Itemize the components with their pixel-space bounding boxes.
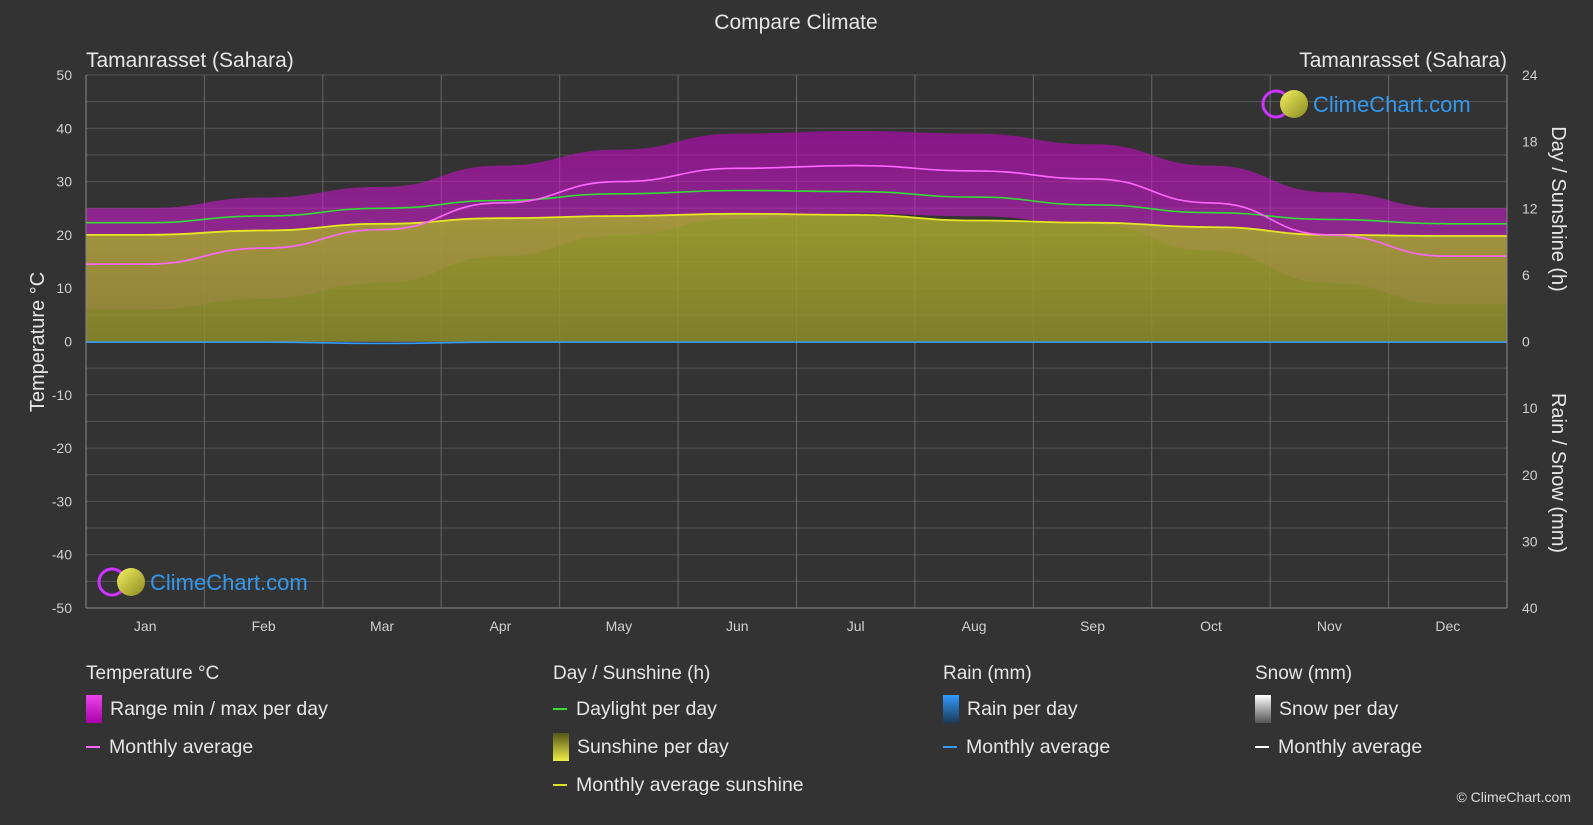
y-tick-label-right: 12 [1522, 200, 1538, 216]
legend-rain-title: Rain (mm) [943, 663, 1032, 684]
y-tick-label-left: 20 [56, 227, 72, 243]
x-tick-label: Sep [1080, 618, 1105, 634]
watermark-text: ClimeChart.com [150, 570, 308, 595]
y-tick-label-right: 0 [1522, 334, 1530, 350]
sunshine-swatch-icon [553, 733, 569, 761]
legend-label: Monthly average [109, 735, 254, 758]
legend-item: Monthly average sunshine [553, 766, 804, 804]
axes: 50 40 30 20 10 0 -10 -20 -30 -40 -50 24 18 12 6 0 10 20 30… [52, 67, 1538, 634]
legend-item: Monthly average [943, 728, 1110, 766]
line-swatch-icon [553, 708, 567, 710]
x-tick-label: Jun [726, 618, 749, 634]
x-tick-label: Dec [1435, 618, 1460, 634]
y-tick-label-right: 24 [1522, 67, 1538, 83]
legend-snow-title: Snow (mm) [1255, 663, 1353, 684]
x-tick-label: Feb [252, 618, 276, 634]
y-tick-label-left: 50 [56, 67, 72, 83]
legend-label: Monthly average sunshine [576, 773, 804, 796]
sunshine-area [86, 213, 1507, 342]
x-tick-label: Jan [134, 618, 157, 634]
x-tick-label: Jul [847, 618, 865, 634]
line-swatch-icon [86, 746, 100, 748]
y-tick-label-left: 40 [56, 120, 72, 136]
chart-title: Compare Climate [714, 11, 877, 34]
y-tick-label-left: 30 [56, 174, 72, 190]
y-tick-label-right: 10 [1522, 400, 1538, 416]
climate-chart: Compare Climate Tamanrasset (Sahara) Tam… [27, 11, 1569, 634]
legend-item: Daylight per day [553, 690, 804, 728]
x-tick-label: Aug [962, 618, 987, 634]
legend-temperature: Temperature °C Range min / max per day M… [86, 663, 328, 766]
range-swatch-icon [86, 695, 102, 723]
location-right: Tamanrasset (Sahara) [1299, 49, 1507, 72]
legend-sunshine-title: Day / Sunshine (h) [553, 663, 711, 684]
x-tick-label: May [606, 618, 632, 634]
legend-label: Snow per day [1279, 697, 1399, 720]
rain-average-line [86, 341, 1507, 345]
sunshine-layer [86, 213, 1507, 342]
y-tick-label-left: -50 [52, 600, 72, 616]
y-tick-label-left: -10 [52, 387, 72, 403]
legend-label: Monthly average [966, 735, 1111, 758]
line-swatch-icon [1255, 746, 1269, 748]
legend-temperature-title: Temperature °C [86, 663, 220, 684]
legend-label: Range min / max per day [110, 697, 328, 720]
line-swatch-icon [943, 746, 957, 748]
line-swatch-icon [553, 784, 567, 786]
y-tick-label-left: -30 [52, 493, 72, 509]
x-tick-label: Oct [1200, 618, 1222, 634]
legend-label: Monthly average [1278, 735, 1423, 758]
legend-rain: Rain (mm) Rain per day Monthly average [943, 663, 1110, 766]
y-axis-left-label: Temperature °C [27, 272, 49, 412]
y-tick-label-right: 18 [1522, 134, 1538, 150]
legend-item: Snow per day [1255, 690, 1422, 728]
legend-item: Monthly average [86, 728, 328, 766]
legend-snow: Snow (mm) Snow per day Monthly average [1255, 663, 1422, 766]
temperature-average-line [86, 164, 1507, 266]
y-tick-label-right: 30 [1522, 533, 1538, 549]
rain-swatch-icon [943, 695, 959, 723]
y-tick-label-left: -40 [52, 547, 72, 563]
y-axis-right-bottom-label: Rain / Snow (mm) [1547, 393, 1569, 553]
y-tick-label-right: 40 [1522, 600, 1538, 616]
y-axis-right-top-label: Day / Sunshine (h) [1547, 126, 1569, 292]
x-tick-label: Mar [370, 618, 394, 634]
legend-item: Rain per day [943, 690, 1110, 728]
y-tick-label-right: 20 [1522, 467, 1538, 483]
series-lines-layer [85, 164, 1507, 345]
y-tick-label-left: -20 [52, 440, 72, 456]
watermark-bottom: ClimeChart.com [97, 567, 308, 597]
watermark-text: ClimeChart.com [1313, 92, 1471, 117]
legend-item: Sunshine per day [553, 728, 804, 766]
y-tick-label-left: 0 [64, 334, 72, 350]
y-tick-label-right: 6 [1522, 267, 1530, 283]
legend-item: Monthly average [1255, 728, 1422, 766]
location-left: Tamanrasset (Sahara) [86, 49, 294, 72]
copyright: © ClimeChart.com [1456, 789, 1571, 805]
x-tick-label: Nov [1317, 618, 1342, 634]
y-tick-label-left: 10 [56, 280, 72, 296]
watermark-top: ClimeChart.com [1261, 89, 1471, 119]
legend-label: Rain per day [967, 697, 1078, 720]
legend-label: Sunshine per day [577, 735, 729, 758]
legend-sunshine: Day / Sunshine (h) Daylight per day Suns… [553, 663, 804, 804]
daylight-line [85, 189, 1507, 225]
snow-swatch-icon [1255, 695, 1271, 723]
legend-label: Daylight per day [576, 697, 717, 720]
x-tick-label: Apr [490, 618, 512, 634]
sunshine-average-line [86, 212, 1507, 237]
legend-item: Range min / max per day [86, 690, 328, 728]
